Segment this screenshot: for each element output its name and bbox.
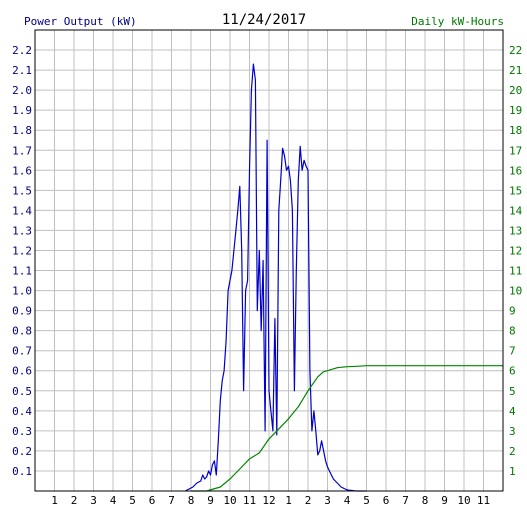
left-tick-label: 0.4 [12,405,32,418]
right-tick-label: 5 [509,385,516,398]
right-tick-label: 11 [509,265,522,278]
left-tick-label: 1.0 [12,285,32,298]
right-tick-label: 15 [509,184,522,197]
left-tick-label: 2.1 [12,64,32,77]
left-tick-label: 0.2 [12,445,32,458]
daily-kwh-line [191,365,503,492]
right-tick-label: 3 [509,425,516,438]
left-tick-label: 0.6 [12,365,32,378]
plot-frame [34,29,504,492]
left-tick-label: 0.1 [12,465,32,478]
x-tick-label: 6 [383,494,390,507]
grid-lines [35,30,503,491]
right-tick-label: 13 [509,224,522,237]
right-tick-label: 22 [509,44,522,57]
right-tick-label: 16 [509,164,522,177]
right-tick-label: 6 [509,365,516,378]
x-tick-label: 3 [324,494,331,507]
x-tick-label: 10 [223,494,236,507]
x-tick-label: 12 [262,494,275,507]
left-tick-label: 0.5 [12,385,32,398]
left-tick-label: 1.1 [12,265,32,278]
right-tick-label: 19 [509,104,522,117]
right-tick-label: 8 [509,325,516,338]
right-tick-label: 20 [509,84,522,97]
x-tick-label: 2 [71,494,78,507]
x-tick-label: 1 [285,494,292,507]
right-tick-label: 18 [509,124,522,137]
x-tick-label: 7 [168,494,175,507]
x-tick-label: 3 [90,494,97,507]
x-tick-label: 5 [363,494,370,507]
x-tick-label: 7 [402,494,409,507]
left-tick-label: 2.2 [12,44,32,57]
right-tick-label: 2 [509,445,516,458]
x-tick-label: 11 [477,494,490,507]
left-tick-label: 2.0 [12,84,32,97]
x-tick-label: 5 [129,494,136,507]
left-tick-label: 1.3 [12,224,32,237]
right-axis-title: Daily kW-Hours [411,15,504,28]
x-tick-label: 1 [51,494,58,507]
right-tick-label: 14 [509,204,523,217]
x-tick-label: 8 [422,494,429,507]
x-tick-label: 4 [344,494,351,507]
right-tick-label: 12 [509,244,522,257]
x-tick-label: 2 [305,494,312,507]
left-tick-label: 1.5 [12,184,32,197]
left-tick-label: 1.4 [12,204,32,217]
x-tick-label: 9 [441,494,448,507]
left-tick-label: 1.7 [12,144,32,157]
x-tick-label: 10 [457,494,470,507]
power-output-line [184,63,367,492]
x-tick-label: 8 [188,494,195,507]
x-tick-label: 9 [207,494,214,507]
right-tick-label: 7 [509,345,516,358]
x-tick-label: 6 [149,494,156,507]
x-tick-label: 11 [243,494,256,507]
chart-title: 11/24/2017 [222,12,306,28]
left-tick-label: 0.7 [12,345,32,358]
tick-labels: 1 2 3 4 5 6 7 8 9 10 11 12 1 2 3 4 5 6 7 8 9 10 110.10.20.30.4… [12,44,522,507]
right-tick-label: 4 [509,405,516,418]
left-axis-title: Power Output (kW) [24,15,137,28]
right-tick-label: 1 [509,465,516,478]
left-tick-label: 0.3 [12,425,32,438]
left-tick-label: 1.9 [12,104,32,117]
x-tick-label: 4 [110,494,117,507]
left-tick-label: 0.8 [12,325,32,338]
left-tick-label: 1.2 [12,244,32,257]
right-tick-label: 21 [509,64,522,77]
left-tick-label: 1.6 [12,164,32,177]
right-tick-label: 10 [509,285,522,298]
right-tick-label: 17 [509,144,522,157]
right-tick-label: 9 [509,305,516,318]
left-tick-label: 0.9 [12,305,32,318]
left-tick-label: 1.8 [12,124,32,137]
series-layer [184,63,503,492]
